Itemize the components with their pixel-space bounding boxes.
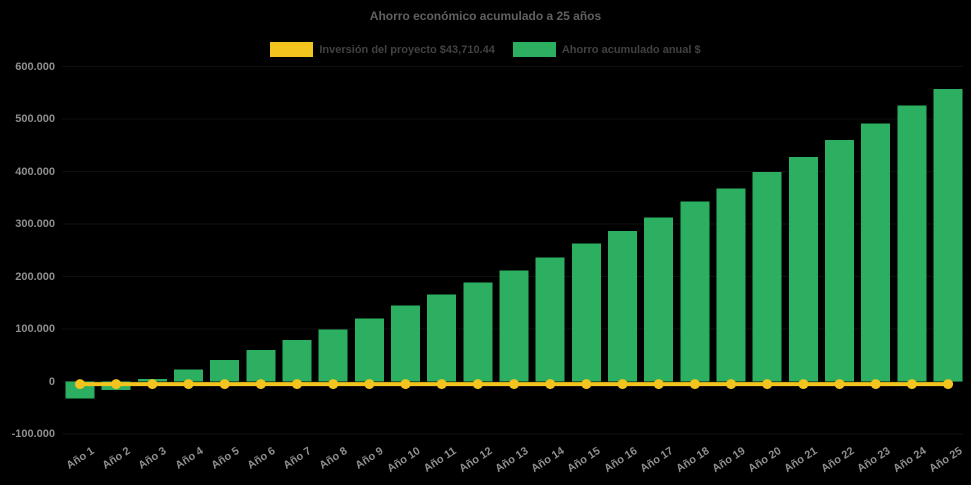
- bar-año-16[interactable]: [608, 230, 638, 382]
- investment-marker[interactable]: [906, 379, 917, 390]
- investment-marker[interactable]: [400, 379, 411, 390]
- bar-año-13[interactable]: [499, 270, 529, 382]
- investment-marker[interactable]: [653, 379, 664, 390]
- investment-marker[interactable]: [689, 379, 700, 390]
- investment-marker[interactable]: [726, 379, 737, 390]
- investment-marker[interactable]: [147, 379, 158, 390]
- bar-año-15[interactable]: [571, 243, 601, 382]
- investment-marker[interactable]: [111, 379, 122, 390]
- legend-label-savings: Ahorro acumulado anual $: [561, 43, 701, 56]
- y-tick-label: 400.000: [15, 165, 55, 178]
- bar-año-5[interactable]: [210, 359, 240, 382]
- investment-marker[interactable]: [292, 379, 303, 390]
- y-tick-label: 500.000: [15, 113, 55, 125]
- bar-año-21[interactable]: [788, 156, 818, 382]
- bar-año-9[interactable]: [354, 318, 384, 382]
- bar-año-20[interactable]: [752, 172, 782, 382]
- bar-año-23[interactable]: [861, 123, 891, 382]
- bar-año-24[interactable]: [897, 105, 927, 382]
- investment-marker[interactable]: [545, 379, 556, 390]
- y-tick-label: -100.000: [11, 428, 55, 440]
- investment-marker[interactable]: [436, 379, 447, 390]
- bar-año-19[interactable]: [716, 188, 746, 382]
- bar-año-11[interactable]: [427, 294, 457, 382]
- investment-marker[interactable]: [364, 379, 375, 390]
- y-tick-label: 0: [48, 375, 55, 388]
- bar-año-18[interactable]: [680, 201, 710, 382]
- investment-marker[interactable]: [509, 379, 520, 390]
- investment-marker[interactable]: [219, 379, 230, 390]
- bar-año-7[interactable]: [282, 340, 312, 382]
- investment-marker[interactable]: [617, 379, 628, 390]
- investment-marker[interactable]: [798, 379, 809, 390]
- legend-item-savings[interactable]: Ahorro acumulado anual $: [512, 42, 701, 57]
- legend-item-investment[interactable]: Inversión del proyecto $43,710.44: [270, 42, 495, 57]
- bar-año-6[interactable]: [246, 350, 276, 382]
- bar-año-14[interactable]: [535, 257, 565, 382]
- investment-marker[interactable]: [834, 379, 845, 390]
- y-tick-label: 100.000: [15, 323, 55, 335]
- y-tick-label: 300.000: [15, 218, 55, 230]
- bar-año-10[interactable]: [391, 305, 421, 382]
- bar-año-12[interactable]: [463, 282, 493, 382]
- legend-label-investment: Inversión del proyecto $43,710.44: [319, 43, 495, 56]
- bar-año-17[interactable]: [644, 217, 674, 382]
- investment-marker[interactable]: [762, 379, 773, 390]
- chart-title: Ahorro económico acumulado a 25 años: [369, 9, 602, 23]
- investment-marker[interactable]: [183, 379, 194, 390]
- y-tick-label: 600.000: [15, 60, 55, 73]
- bar-año-22[interactable]: [825, 140, 855, 382]
- investment-marker[interactable]: [870, 379, 881, 390]
- bar-año-4[interactable]: [174, 369, 204, 382]
- investment-marker[interactable]: [328, 379, 339, 390]
- bar-año-25[interactable]: [933, 89, 963, 382]
- investment-marker[interactable]: [472, 379, 483, 390]
- investment-swatch-icon: [270, 42, 314, 57]
- bar-año-8[interactable]: [318, 329, 348, 382]
- investment-marker[interactable]: [581, 379, 592, 390]
- investment-marker[interactable]: [943, 379, 954, 390]
- investment-marker[interactable]: [75, 379, 85, 390]
- y-tick-label: 200.000: [15, 270, 55, 283]
- savings-swatch-icon: [512, 42, 556, 57]
- legend: Inversión del proyecto $43,710.44 Ahorro…: [0, 42, 971, 57]
- investment-marker[interactable]: [255, 379, 266, 390]
